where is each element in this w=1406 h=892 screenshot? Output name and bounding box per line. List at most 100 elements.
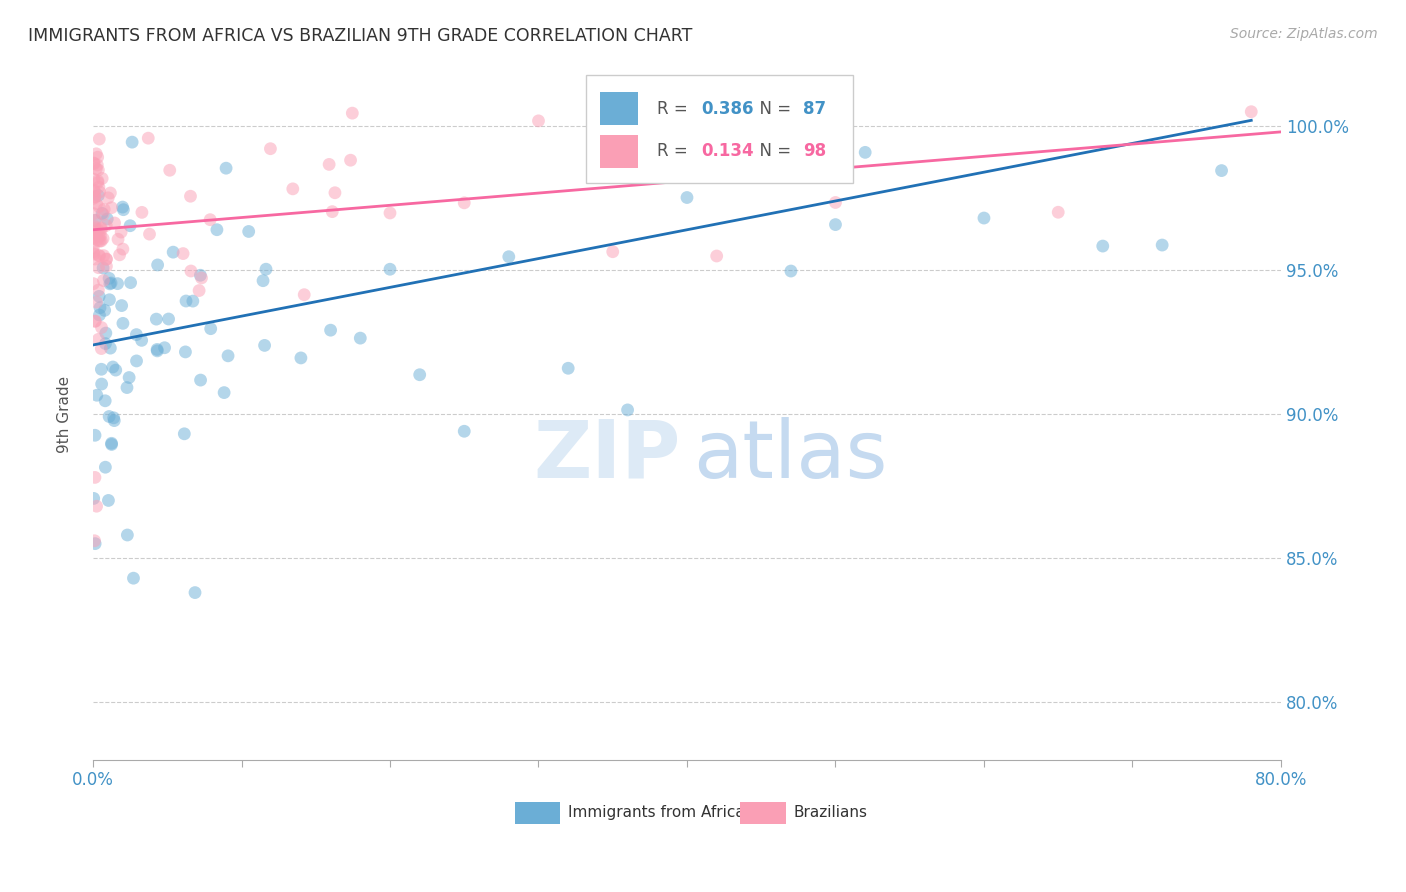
Point: [103, 414, 125, 428]
Text: ZIP: ZIP: [534, 417, 681, 494]
Point: [973, 211, 995, 225]
Point: [319, 323, 342, 337]
Point: [281, 182, 304, 196]
FancyBboxPatch shape: [741, 802, 786, 824]
Point: [89, 301, 111, 315]
Point: [111, 242, 134, 256]
Point: [89, 234, 111, 248]
Point: [98, 409, 121, 424]
Point: [290, 351, 312, 365]
Point: [83, 491, 105, 506]
Point: [83, 533, 105, 548]
Point: [90, 320, 112, 334]
Point: [853, 145, 876, 160]
Point: [83, 183, 105, 197]
Point: [453, 424, 475, 438]
Point: [96, 259, 118, 273]
Point: [96, 252, 118, 267]
Point: [84, 225, 107, 239]
Point: [318, 157, 340, 171]
Point: [706, 249, 728, 263]
Point: [200, 321, 222, 335]
Text: Source: ZipAtlas.com: Source: ZipAtlas.com: [1230, 27, 1378, 41]
Point: [87, 176, 110, 190]
Point: [292, 287, 315, 301]
Point: [349, 331, 371, 345]
Point: [103, 410, 125, 425]
Point: [616, 403, 638, 417]
Point: [172, 246, 194, 260]
Point: [453, 195, 475, 210]
Point: [89, 185, 111, 199]
Point: [97, 493, 120, 508]
Y-axis label: 9th Grade: 9th Grade: [58, 376, 72, 452]
Point: [1152, 238, 1174, 252]
Point: [86, 158, 108, 172]
Point: [87, 174, 110, 188]
Point: [94, 393, 117, 408]
Point: [259, 142, 281, 156]
Point: [86, 388, 108, 402]
Point: [212, 385, 235, 400]
Point: [89, 228, 111, 243]
Point: [100, 201, 122, 215]
Point: [780, 264, 803, 278]
Point: [84, 314, 107, 328]
Point: [87, 163, 110, 178]
Point: [86, 233, 108, 247]
Point: [91, 171, 114, 186]
Point: [173, 426, 195, 441]
Point: [157, 312, 180, 326]
Point: [252, 274, 274, 288]
Point: [602, 244, 624, 259]
Text: Immigrants from Africa: Immigrants from Africa: [568, 805, 745, 821]
Point: [108, 248, 131, 262]
Point: [90, 234, 112, 248]
Point: [101, 359, 124, 374]
Point: [118, 370, 141, 384]
Point: [138, 227, 160, 241]
Point: [82, 244, 104, 259]
Point: [339, 153, 361, 168]
Point: [82, 241, 104, 255]
Point: [112, 202, 135, 217]
Point: [83, 156, 105, 170]
Point: [83, 172, 105, 186]
Point: [253, 338, 276, 352]
Point: [87, 234, 110, 248]
Point: [184, 585, 207, 599]
Point: [180, 264, 202, 278]
Point: [1240, 104, 1263, 119]
Point: [190, 268, 212, 283]
Point: [84, 536, 107, 550]
Text: atlas: atlas: [693, 417, 887, 494]
Point: [1211, 163, 1233, 178]
Point: [409, 368, 432, 382]
Point: [557, 361, 579, 376]
Point: [87, 180, 110, 194]
Point: [90, 342, 112, 356]
Point: [83, 231, 105, 245]
Point: [146, 258, 169, 272]
Point: [159, 163, 181, 178]
Point: [96, 211, 118, 226]
Point: [190, 271, 212, 285]
Point: [111, 200, 134, 214]
Point: [87, 283, 110, 297]
Text: R =: R =: [657, 100, 693, 118]
Point: [342, 106, 364, 120]
Point: [120, 219, 142, 233]
Point: [93, 202, 115, 217]
Text: 0.134: 0.134: [702, 143, 754, 161]
Point: [97, 191, 120, 205]
Point: [84, 213, 107, 227]
Point: [89, 249, 111, 263]
Point: [91, 207, 114, 221]
Point: [498, 250, 520, 264]
FancyBboxPatch shape: [600, 135, 638, 168]
Point: [83, 213, 105, 227]
Point: [111, 317, 134, 331]
Point: [323, 186, 346, 200]
Point: [87, 188, 110, 202]
Point: [84, 252, 107, 266]
